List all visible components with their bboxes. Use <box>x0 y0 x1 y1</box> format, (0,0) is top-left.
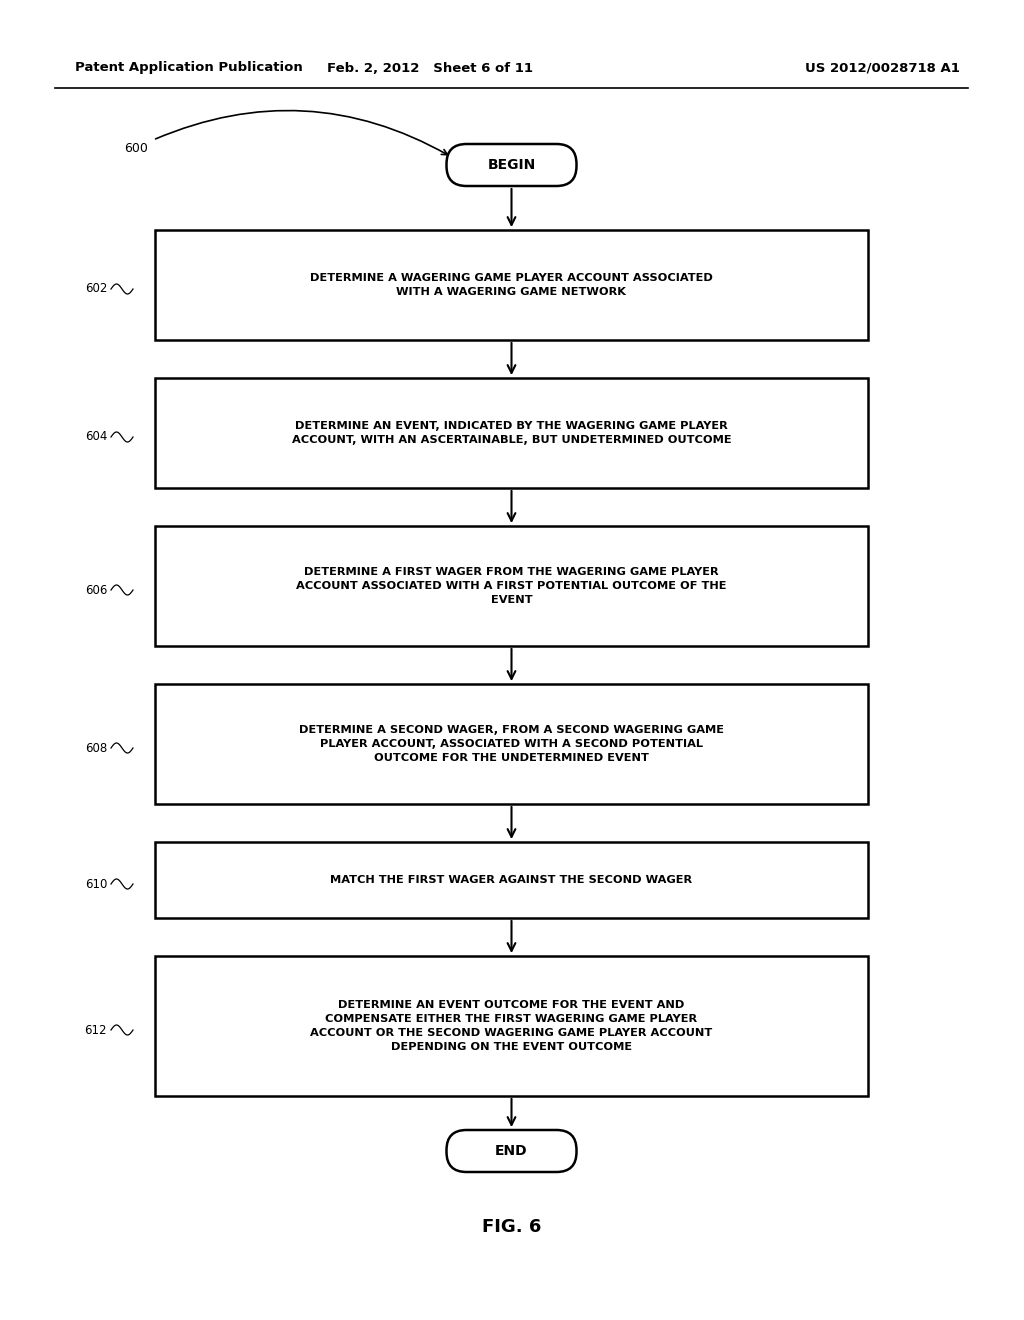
Text: 604: 604 <box>85 430 106 444</box>
FancyBboxPatch shape <box>446 1130 577 1172</box>
Text: US 2012/0028718 A1: US 2012/0028718 A1 <box>805 62 961 74</box>
Text: 610: 610 <box>85 878 106 891</box>
Text: 612: 612 <box>85 1023 106 1036</box>
Text: 606: 606 <box>85 583 106 597</box>
Text: END: END <box>496 1144 527 1158</box>
Text: DETERMINE A SECOND WAGER, FROM A SECOND WAGERING GAME
PLAYER ACCOUNT, ASSOCIATED: DETERMINE A SECOND WAGER, FROM A SECOND … <box>299 725 724 763</box>
Text: 608: 608 <box>85 742 106 755</box>
Text: 602: 602 <box>85 282 106 296</box>
FancyBboxPatch shape <box>155 684 868 804</box>
FancyBboxPatch shape <box>446 144 577 186</box>
Text: DETERMINE A FIRST WAGER FROM THE WAGERING GAME PLAYER
ACCOUNT ASSOCIATED WITH A : DETERMINE A FIRST WAGER FROM THE WAGERIN… <box>296 568 727 605</box>
Text: DETERMINE A WAGERING GAME PLAYER ACCOUNT ASSOCIATED
WITH A WAGERING GAME NETWORK: DETERMINE A WAGERING GAME PLAYER ACCOUNT… <box>310 273 713 297</box>
Text: DETERMINE AN EVENT OUTCOME FOR THE EVENT AND
COMPENSATE EITHER THE FIRST WAGERIN: DETERMINE AN EVENT OUTCOME FOR THE EVENT… <box>310 1001 713 1052</box>
FancyBboxPatch shape <box>155 956 868 1096</box>
Text: FIG. 6: FIG. 6 <box>482 1218 542 1236</box>
Text: BEGIN: BEGIN <box>487 158 536 172</box>
Text: 600: 600 <box>124 141 148 154</box>
Text: DETERMINE AN EVENT, INDICATED BY THE WAGERING GAME PLAYER
ACCOUNT, WITH AN ASCER: DETERMINE AN EVENT, INDICATED BY THE WAG… <box>292 421 731 445</box>
FancyBboxPatch shape <box>155 378 868 488</box>
FancyBboxPatch shape <box>155 842 868 917</box>
FancyBboxPatch shape <box>155 230 868 341</box>
Text: MATCH THE FIRST WAGER AGAINST THE SECOND WAGER: MATCH THE FIRST WAGER AGAINST THE SECOND… <box>331 875 692 884</box>
Text: Patent Application Publication: Patent Application Publication <box>75 62 303 74</box>
Text: Feb. 2, 2012   Sheet 6 of 11: Feb. 2, 2012 Sheet 6 of 11 <box>327 62 534 74</box>
FancyBboxPatch shape <box>155 525 868 645</box>
